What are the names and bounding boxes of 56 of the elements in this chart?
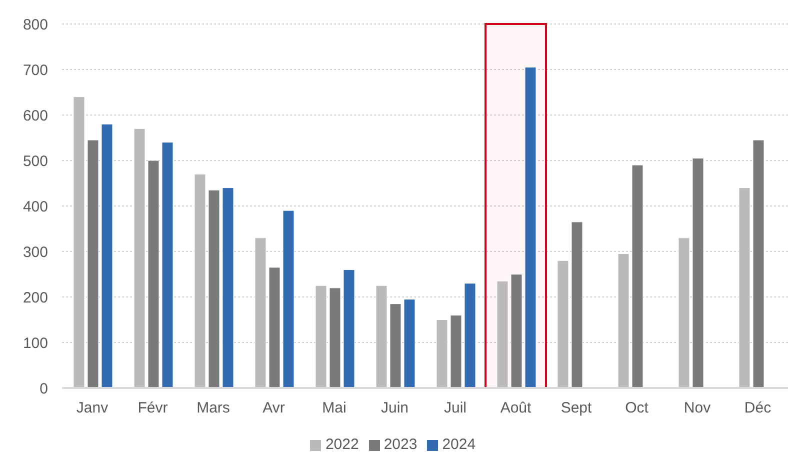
x-tick-label: Févr	[138, 400, 168, 417]
bar	[618, 254, 630, 388]
bar	[194, 174, 206, 388]
x-tick-label: Juin	[380, 400, 409, 417]
legend-label: 2022	[325, 436, 359, 453]
bar	[73, 96, 85, 388]
y-tick-label: 500	[22, 152, 48, 170]
bar	[268, 267, 280, 388]
y-tick-label: 700	[22, 62, 48, 79]
bar	[282, 210, 294, 388]
bar	[738, 188, 750, 388]
y-tick-label: 100	[22, 334, 48, 352]
bar	[148, 160, 160, 388]
bar	[343, 269, 355, 388]
y-tick-label: 200	[22, 289, 48, 306]
y-tick-label: 0	[40, 380, 48, 398]
bar	[404, 299, 416, 388]
x-tick-label: Sept	[560, 400, 593, 417]
bar	[208, 190, 220, 388]
bar	[390, 304, 402, 388]
bar	[87, 140, 99, 388]
x-tick-label: Nov	[684, 400, 712, 417]
bar	[329, 288, 341, 388]
bar	[510, 274, 522, 388]
bar	[315, 285, 327, 388]
bar	[376, 285, 388, 388]
legend-label: 2023	[384, 436, 418, 453]
y-tick-label: 600	[22, 107, 48, 124]
bar	[678, 238, 690, 388]
y-tick-label: 400	[22, 198, 48, 216]
bar	[632, 164, 644, 388]
bar	[557, 260, 569, 388]
x-tick-label: Oct	[625, 400, 650, 417]
x-tick-label: Avr	[262, 400, 285, 417]
bar	[162, 142, 174, 388]
x-tick-label: Janv	[76, 400, 109, 417]
bar	[101, 124, 113, 388]
bar	[752, 140, 764, 388]
bar	[254, 238, 266, 388]
bar	[496, 280, 508, 388]
x-tick-label: Juil	[444, 400, 467, 417]
bar	[134, 128, 146, 388]
y-tick-label: 800	[22, 16, 48, 34]
x-tick-label: Mai	[322, 400, 346, 417]
bar	[692, 158, 704, 388]
bar	[436, 320, 448, 388]
x-tick-label: Déc	[744, 400, 772, 417]
legend-label: 2024	[442, 436, 476, 453]
bar	[571, 222, 583, 388]
x-tick-label: Août	[500, 400, 532, 417]
bar	[222, 188, 234, 388]
bar	[524, 66, 536, 388]
y-tick-label: 300	[22, 244, 48, 261]
x-tick-label: Mars	[196, 400, 230, 417]
bar	[464, 283, 476, 388]
bar	[450, 314, 462, 388]
